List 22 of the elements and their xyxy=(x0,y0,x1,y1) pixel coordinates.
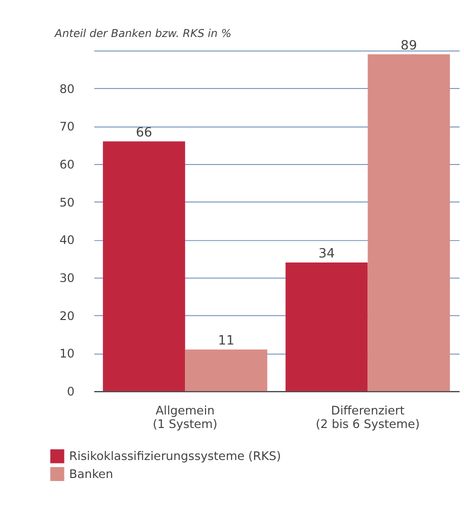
y-tick-label: 0 xyxy=(67,384,75,399)
data-label: 89 xyxy=(400,38,417,54)
bar xyxy=(368,54,450,392)
data-label: 66 xyxy=(136,125,152,140)
y-tick-label: 80 xyxy=(59,82,75,96)
legend-label: Risikoklassifizierungssysteme (RKS) xyxy=(69,449,281,464)
y-tick-label: 10 xyxy=(59,346,75,361)
legend-label: Banken xyxy=(69,466,114,481)
bar xyxy=(102,141,186,392)
y-tick-label: 60 xyxy=(59,157,75,172)
y-tick-label: 30 xyxy=(59,271,75,286)
y-tick-label: 50 xyxy=(59,195,75,210)
y-tick-label: 20 xyxy=(59,308,75,323)
data-label: 34 xyxy=(318,246,335,262)
y-tick-label: 70 xyxy=(59,120,75,134)
data-label: 11 xyxy=(218,334,234,349)
bar xyxy=(286,262,368,392)
x-tick-label: Allgemein (1 System) xyxy=(152,403,218,432)
y-tick-label: 40 xyxy=(59,233,75,248)
x-tick-label: Differenziert (2 bis 6 Systeme) xyxy=(316,403,420,432)
y-axis-title: Anteil der Banken bzw. RKS in % xyxy=(54,27,232,40)
bar xyxy=(185,349,268,392)
